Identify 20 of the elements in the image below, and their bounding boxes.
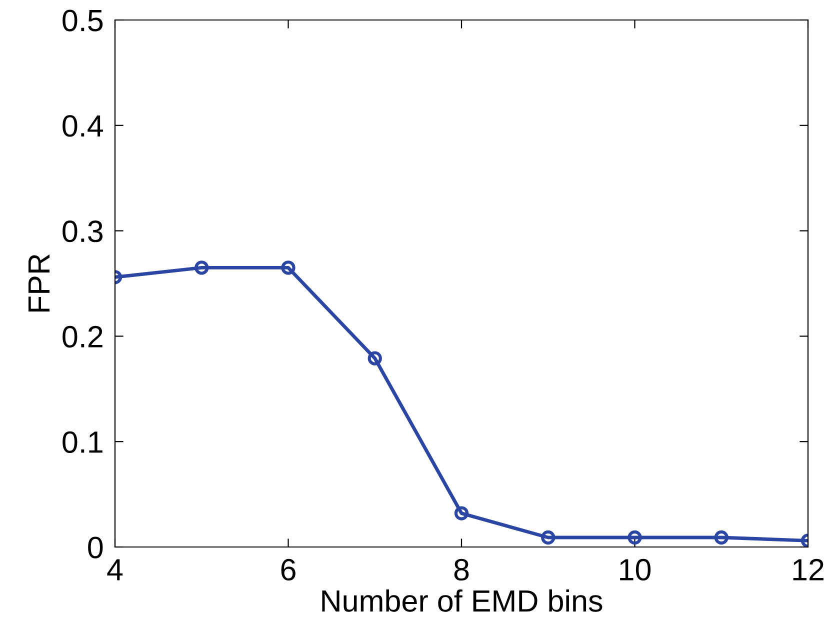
y-tick-label: 0.1 [62,431,102,453]
x-axis-title: Number of EMD bins [322,589,602,612]
point [454,506,469,520]
point [194,260,209,275]
point [368,351,382,366]
x-tick-label: 6 [281,558,296,581]
y-tick-label: 0.5 [62,10,103,32]
y-tick-label: 0.2 [62,326,102,348]
x-tick-label: 4 [107,559,123,580]
y-axis-title: FPR [28,254,50,312]
y-tick-label: 0 [88,536,103,558]
point [541,530,556,545]
point [628,530,642,545]
x-tick-label: 10 [620,558,651,581]
y-tick-label: 0.4 [62,115,103,137]
point [281,260,296,275]
x-tick-label: 12 [793,558,824,580]
x-tick-label: 8 [454,558,469,581]
point [714,530,728,545]
y-tick-label: 0.3 [62,220,103,242]
